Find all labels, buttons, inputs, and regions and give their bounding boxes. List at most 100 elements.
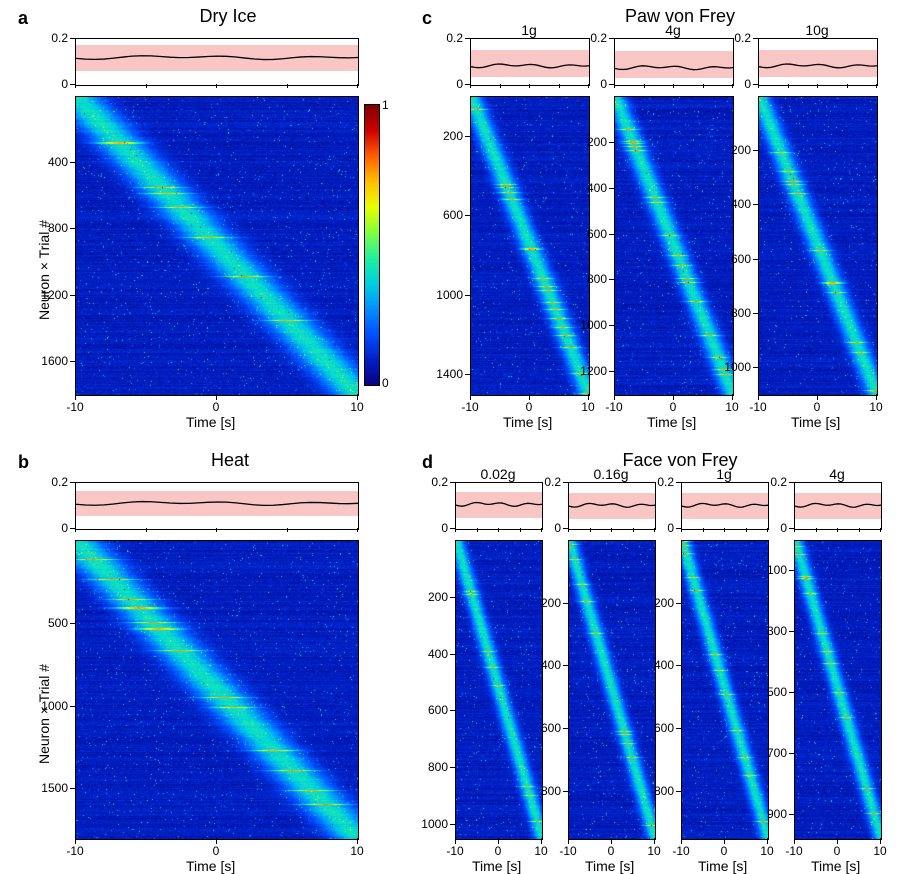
c2-ytick	[753, 204, 758, 205]
d3-mini-plot	[794, 482, 882, 530]
d1-ytick	[563, 791, 568, 792]
c1-mean-line	[615, 39, 733, 85]
a-mean-line	[76, 39, 358, 85]
c2-xtick-label: 10	[866, 400, 886, 414]
d3-ytick	[789, 753, 794, 754]
a-ytick-label: 1600	[41, 354, 68, 368]
c2-xtick-label: -10	[748, 400, 768, 414]
c2-mini-xtick	[788, 84, 789, 88]
b-mini-xtick	[287, 528, 288, 532]
d2-xtick-label: 0	[714, 844, 734, 858]
d0-mini-ytick-label: 0.2	[431, 475, 448, 489]
d0-mini-xtick	[477, 528, 478, 532]
c2-mini-xtick	[847, 84, 848, 88]
d1-mini-xtick	[633, 528, 634, 532]
d2-ytick	[676, 728, 681, 729]
d3-xtick-label: 10	[870, 844, 890, 858]
xlabel-a: Time [s]	[186, 414, 235, 430]
d0-mini-xtick	[520, 528, 521, 532]
d2-heatmap-canvas	[682, 541, 768, 839]
a-ytick	[70, 295, 75, 296]
c2-ytick	[753, 150, 758, 151]
d2-mini-xtick	[746, 528, 747, 532]
d3-ytick	[789, 631, 794, 632]
d0-mini-xtick	[455, 528, 456, 532]
d1-mini-xtick	[568, 528, 569, 532]
ylabel-a: Neuron × Trial #	[36, 220, 52, 320]
c1-ytick	[609, 188, 614, 189]
a-xtick-label: -10	[65, 400, 85, 414]
d0-xtick-label: 0	[488, 844, 508, 858]
c2-mini-xtick	[817, 84, 818, 88]
a-xtick-label: 0	[206, 400, 226, 414]
d3-ytick-label: 100	[767, 563, 787, 577]
d3-mini-xtick	[859, 528, 860, 532]
c1-ytick-label: 400	[587, 181, 607, 195]
d0-ytick-label: 1000	[421, 817, 448, 831]
d0-heatmap	[455, 540, 543, 840]
b-ytick	[70, 623, 75, 624]
a-mini-ytick-label: 0	[61, 77, 68, 91]
c2-ytick-label: 600	[731, 252, 751, 266]
c1-mini-ytick	[609, 38, 614, 39]
a-ytick	[70, 361, 75, 362]
c2-mini-xtick	[876, 84, 877, 88]
c2-ytick	[753, 367, 758, 368]
a-mini-ytick-label: 0.2	[51, 31, 68, 45]
c0-mini-xtick	[559, 84, 560, 88]
colorbar-tick-label-bot: 0	[382, 376, 389, 390]
a-ytick	[70, 162, 75, 163]
c2-mini-ytick-label: 0.2	[734, 31, 751, 45]
xlabel-d-2: Time [s]	[698, 858, 747, 874]
a-mini-xtick	[146, 84, 147, 88]
d2-ytick-label: 600	[654, 721, 674, 735]
c1-ytick-label: 1200	[580, 364, 607, 378]
figure-root: abcdDry Ice00.2-1001040080012001600Time …	[0, 0, 900, 870]
subtitle-d-2: 1g	[702, 466, 746, 482]
d2-heatmap	[681, 540, 769, 840]
c0-mini-xtick	[500, 84, 501, 88]
a-mini-xtick	[75, 84, 76, 88]
d1-mini-xtick	[611, 528, 612, 532]
d0-ytick	[450, 710, 455, 711]
d2-ytick-label: 200	[654, 596, 674, 610]
b-heatmap	[75, 540, 359, 840]
d1-heatmap	[568, 540, 656, 840]
a-mini-ytick	[70, 38, 75, 39]
c0-heatmap-canvas	[471, 97, 589, 395]
d2-xtick-label: -10	[671, 844, 691, 858]
title-a: Dry Ice	[128, 6, 328, 27]
a-mini-xtick	[216, 84, 217, 88]
c2-ytick-label: 1000	[724, 360, 751, 374]
a-heatmap-canvas	[76, 97, 358, 395]
c1-ytick-label: 800	[587, 272, 607, 286]
a-ytick-label: 400	[48, 155, 68, 169]
xlabel-c-0: Time [s]	[503, 414, 552, 430]
d0-ytick-label: 400	[428, 647, 448, 661]
d3-mini-xtick	[880, 528, 881, 532]
c0-ytick	[465, 215, 470, 216]
d2-mini-xtick	[681, 528, 682, 532]
d0-heatmap-canvas	[456, 541, 542, 839]
c0-mini-xtick	[588, 84, 589, 88]
c1-xtick-label: -10	[604, 400, 624, 414]
a-mini-xtick	[287, 84, 288, 88]
c1-ytick	[609, 371, 614, 372]
subtitle-d-0: 0.02g	[476, 466, 520, 482]
b-mini-xtick	[75, 528, 76, 532]
c0-ytick-label: 1400	[436, 367, 463, 381]
panel-letter-d: d	[422, 452, 433, 473]
d3-ytick	[789, 814, 794, 815]
c0-mini-ytick	[465, 38, 470, 39]
b-mini-ytick-label: 0	[61, 521, 68, 535]
panel-letter-a: a	[18, 8, 28, 29]
c0-xtick-label: 10	[578, 400, 598, 414]
d0-ytick	[450, 597, 455, 598]
xlabel-c-1: Time [s]	[647, 414, 696, 430]
d3-ytick-label: 700	[767, 746, 787, 760]
xlabel-d-1: Time [s]	[585, 858, 634, 874]
d3-mini-ytick	[789, 482, 794, 483]
d0-ytick	[450, 767, 455, 768]
xlabel-c-2: Time [s]	[791, 414, 840, 430]
d3-mini-xtick	[837, 528, 838, 532]
